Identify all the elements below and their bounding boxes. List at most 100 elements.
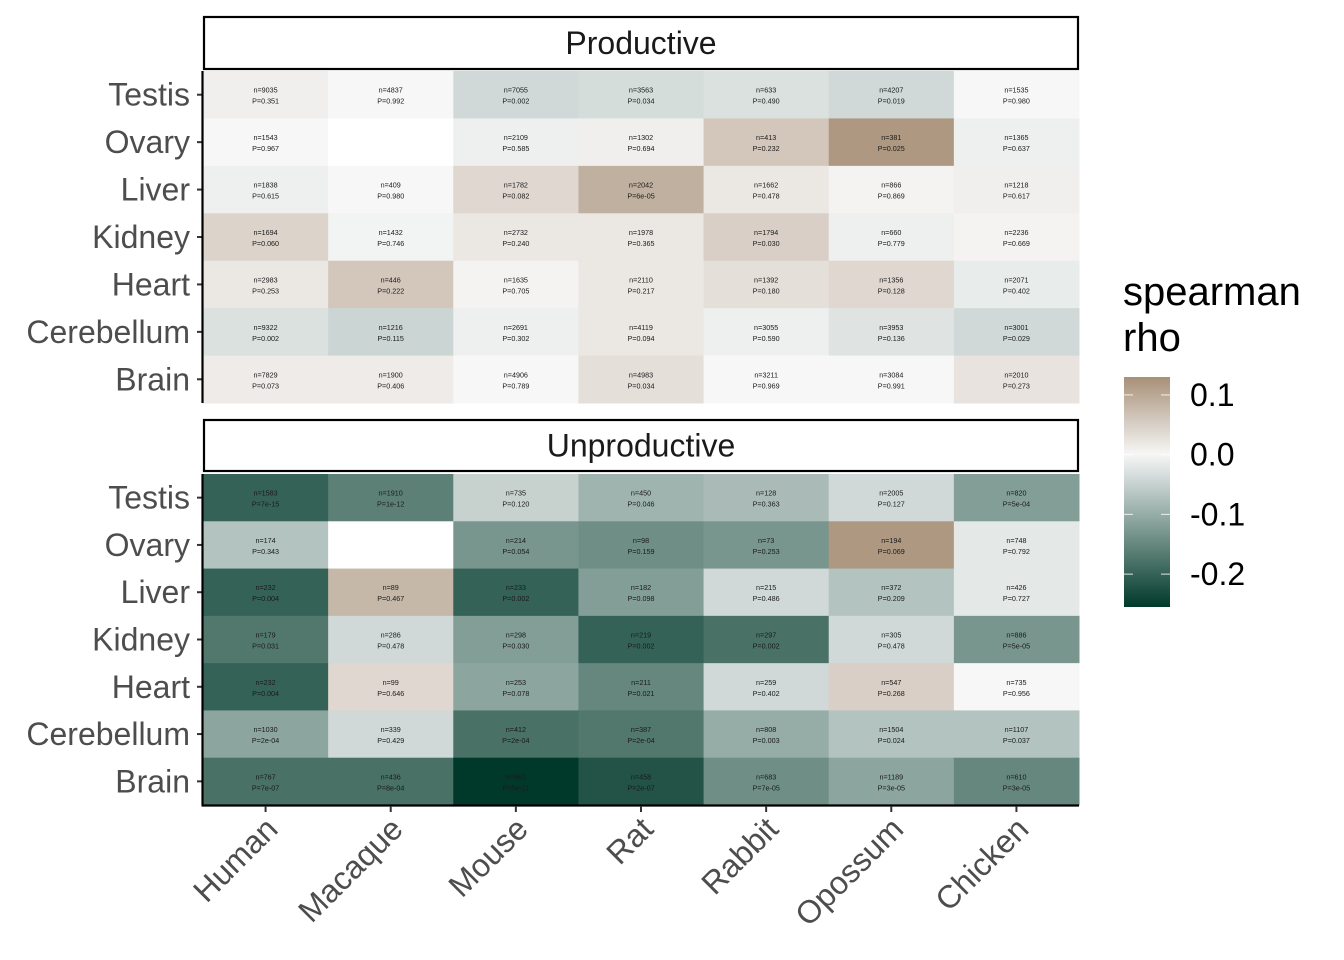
heatmap-cell (578, 757, 705, 806)
heatmap-cell (953, 118, 1080, 167)
cell-n-label: n=1504 (879, 725, 903, 734)
heatmap-cell (203, 568, 329, 617)
heatmap-cell (203, 757, 329, 806)
panel-title: Productive (565, 25, 716, 61)
cell-n-label: n=73 (758, 536, 774, 545)
cell-n-label: n=233 (506, 583, 526, 592)
heatmap-cell (703, 213, 830, 262)
heatmap-cell (203, 260, 329, 309)
cell-p-label: P=0.779 (878, 239, 905, 248)
heatmap-cell (203, 521, 329, 570)
cell-n-label: n=1107 (1005, 725, 1029, 734)
cell-p-label: P=6e-05 (627, 192, 654, 201)
cell-p-label: P=0.030 (753, 239, 780, 248)
cell-n-label: n=886 (1006, 631, 1026, 640)
heatmap-cell (328, 260, 454, 309)
cell-p-label: P=7e-07 (252, 783, 279, 792)
cell-p-label: P=0.002 (502, 594, 529, 603)
cell-p-label: P=0.669 (1003, 239, 1030, 248)
cell-n-label: n=1635 (504, 275, 528, 284)
cell-p-label: P=0.021 (628, 689, 655, 698)
heatmap-cell (453, 710, 579, 759)
heatmap-cell (203, 615, 329, 664)
cell-p-label: P=0.024 (878, 736, 905, 745)
cell-p-label: P=0.792 (1003, 547, 1030, 556)
x-tick-label: Rat (599, 810, 660, 871)
cell-n-label: n=1189 (879, 772, 903, 781)
heatmap-cell (578, 213, 705, 262)
cell-p-label: P=0.429 (377, 736, 404, 745)
cell-n-label: n=4119 (629, 323, 653, 332)
cell-n-label: n=1910 (379, 489, 403, 498)
x-tick-label: Mouse (441, 810, 534, 903)
cell-n-label: n=866 (881, 181, 901, 190)
cell-p-label: P=0.637 (1003, 144, 1030, 153)
cell-n-label: n=9035 (253, 86, 277, 95)
cell-p-label: P=0.128 (878, 286, 905, 295)
colorbar-tick-label: 0.0 (1190, 437, 1234, 473)
panel-productive: Productive n=9035 P=0.351 n=4837 P=0.992 n=70… (26, 15, 1080, 404)
cell-p-label: P=0.209 (878, 594, 905, 603)
cell-p-label: P=2e-07 (627, 783, 654, 792)
heatmap-cell (828, 663, 955, 711)
heatmap-cell (203, 355, 329, 404)
panel-strip (202, 15, 1080, 71)
cell-p-label: P=0.694 (628, 144, 655, 153)
cell-p-label: P=0.969 (753, 381, 780, 390)
cell-p-label: P=0.402 (753, 689, 780, 698)
heatmap-cell (453, 118, 579, 167)
cell-n-label: n=683 (756, 772, 776, 781)
heatmap-cell (828, 165, 955, 214)
heatmap-cell (578, 474, 705, 522)
cell-n-label: n=748 (1006, 536, 1026, 545)
cell-n-label: n=2109 (504, 133, 528, 142)
heatmap-cell (953, 308, 1080, 357)
cell-p-label: P=1e-12 (377, 500, 404, 509)
cell-n-label: n=3211 (754, 370, 778, 379)
cell-p-label: P=0.467 (377, 594, 404, 603)
heatmap-cell (828, 710, 955, 759)
y-tick-label: Cerebellum (26, 716, 190, 752)
heatmap-cell (203, 165, 329, 214)
cell-p-label: P=0.019 (878, 97, 905, 106)
cell-p-label: P=3e-05 (1003, 783, 1030, 792)
cell-p-label: P=0.363 (753, 500, 780, 509)
heatmap-cell (578, 71, 705, 119)
cell-n-label: n=413 (756, 133, 776, 142)
heatmap-cell (953, 568, 1080, 617)
heatmap-cell (453, 71, 579, 119)
cell-n-label: n=3953 (879, 323, 903, 332)
heatmap-cell (828, 118, 955, 167)
cell-n-label: n=1356 (879, 275, 903, 284)
heatmap-cell (953, 260, 1080, 309)
heatmap-cell (328, 710, 454, 759)
x-tick-label: Chicken (928, 810, 1035, 917)
heatmap-cell (203, 308, 329, 357)
cell-p-label: P=2e-04 (252, 736, 279, 745)
cell-n-label: n=1216 (379, 323, 403, 332)
cell-p-label: P=0.302 (502, 334, 529, 343)
cell-n-label: n=735 (1006, 678, 1026, 687)
cell-p-label: P=0.222 (377, 286, 404, 295)
legend-title-line-1: spearman (1123, 270, 1301, 314)
cell-n-label: n=2010 (1004, 370, 1028, 379)
heatmap-cell (828, 308, 955, 357)
heatmap-cell (328, 615, 454, 664)
cell-p-label: P=0.004 (252, 689, 279, 698)
cell-n-label: n=2691 (504, 323, 528, 332)
cell-p-label: P=0.240 (502, 239, 529, 248)
cell-n-label: n=4837 (379, 86, 403, 95)
cell-n-label: n=2983 (253, 275, 277, 284)
cell-p-label: P=0.034 (628, 97, 655, 106)
cell-n-label: n=547 (881, 678, 901, 687)
heatmap-cell (953, 663, 1080, 711)
y-tick-label: Heart (112, 669, 190, 705)
heatmap-cell (328, 757, 454, 806)
heatmap-cell (328, 165, 454, 214)
cell-p-label: P=0.402 (1003, 286, 1030, 295)
x-tick-label: Rabbit (694, 810, 785, 901)
cell-n-label: n=1662 (754, 181, 778, 190)
cell-p-label: P=0.232 (753, 144, 780, 153)
cell-n-label: n=1218 (1004, 181, 1028, 190)
cell-p-label: P=0.253 (753, 547, 780, 556)
